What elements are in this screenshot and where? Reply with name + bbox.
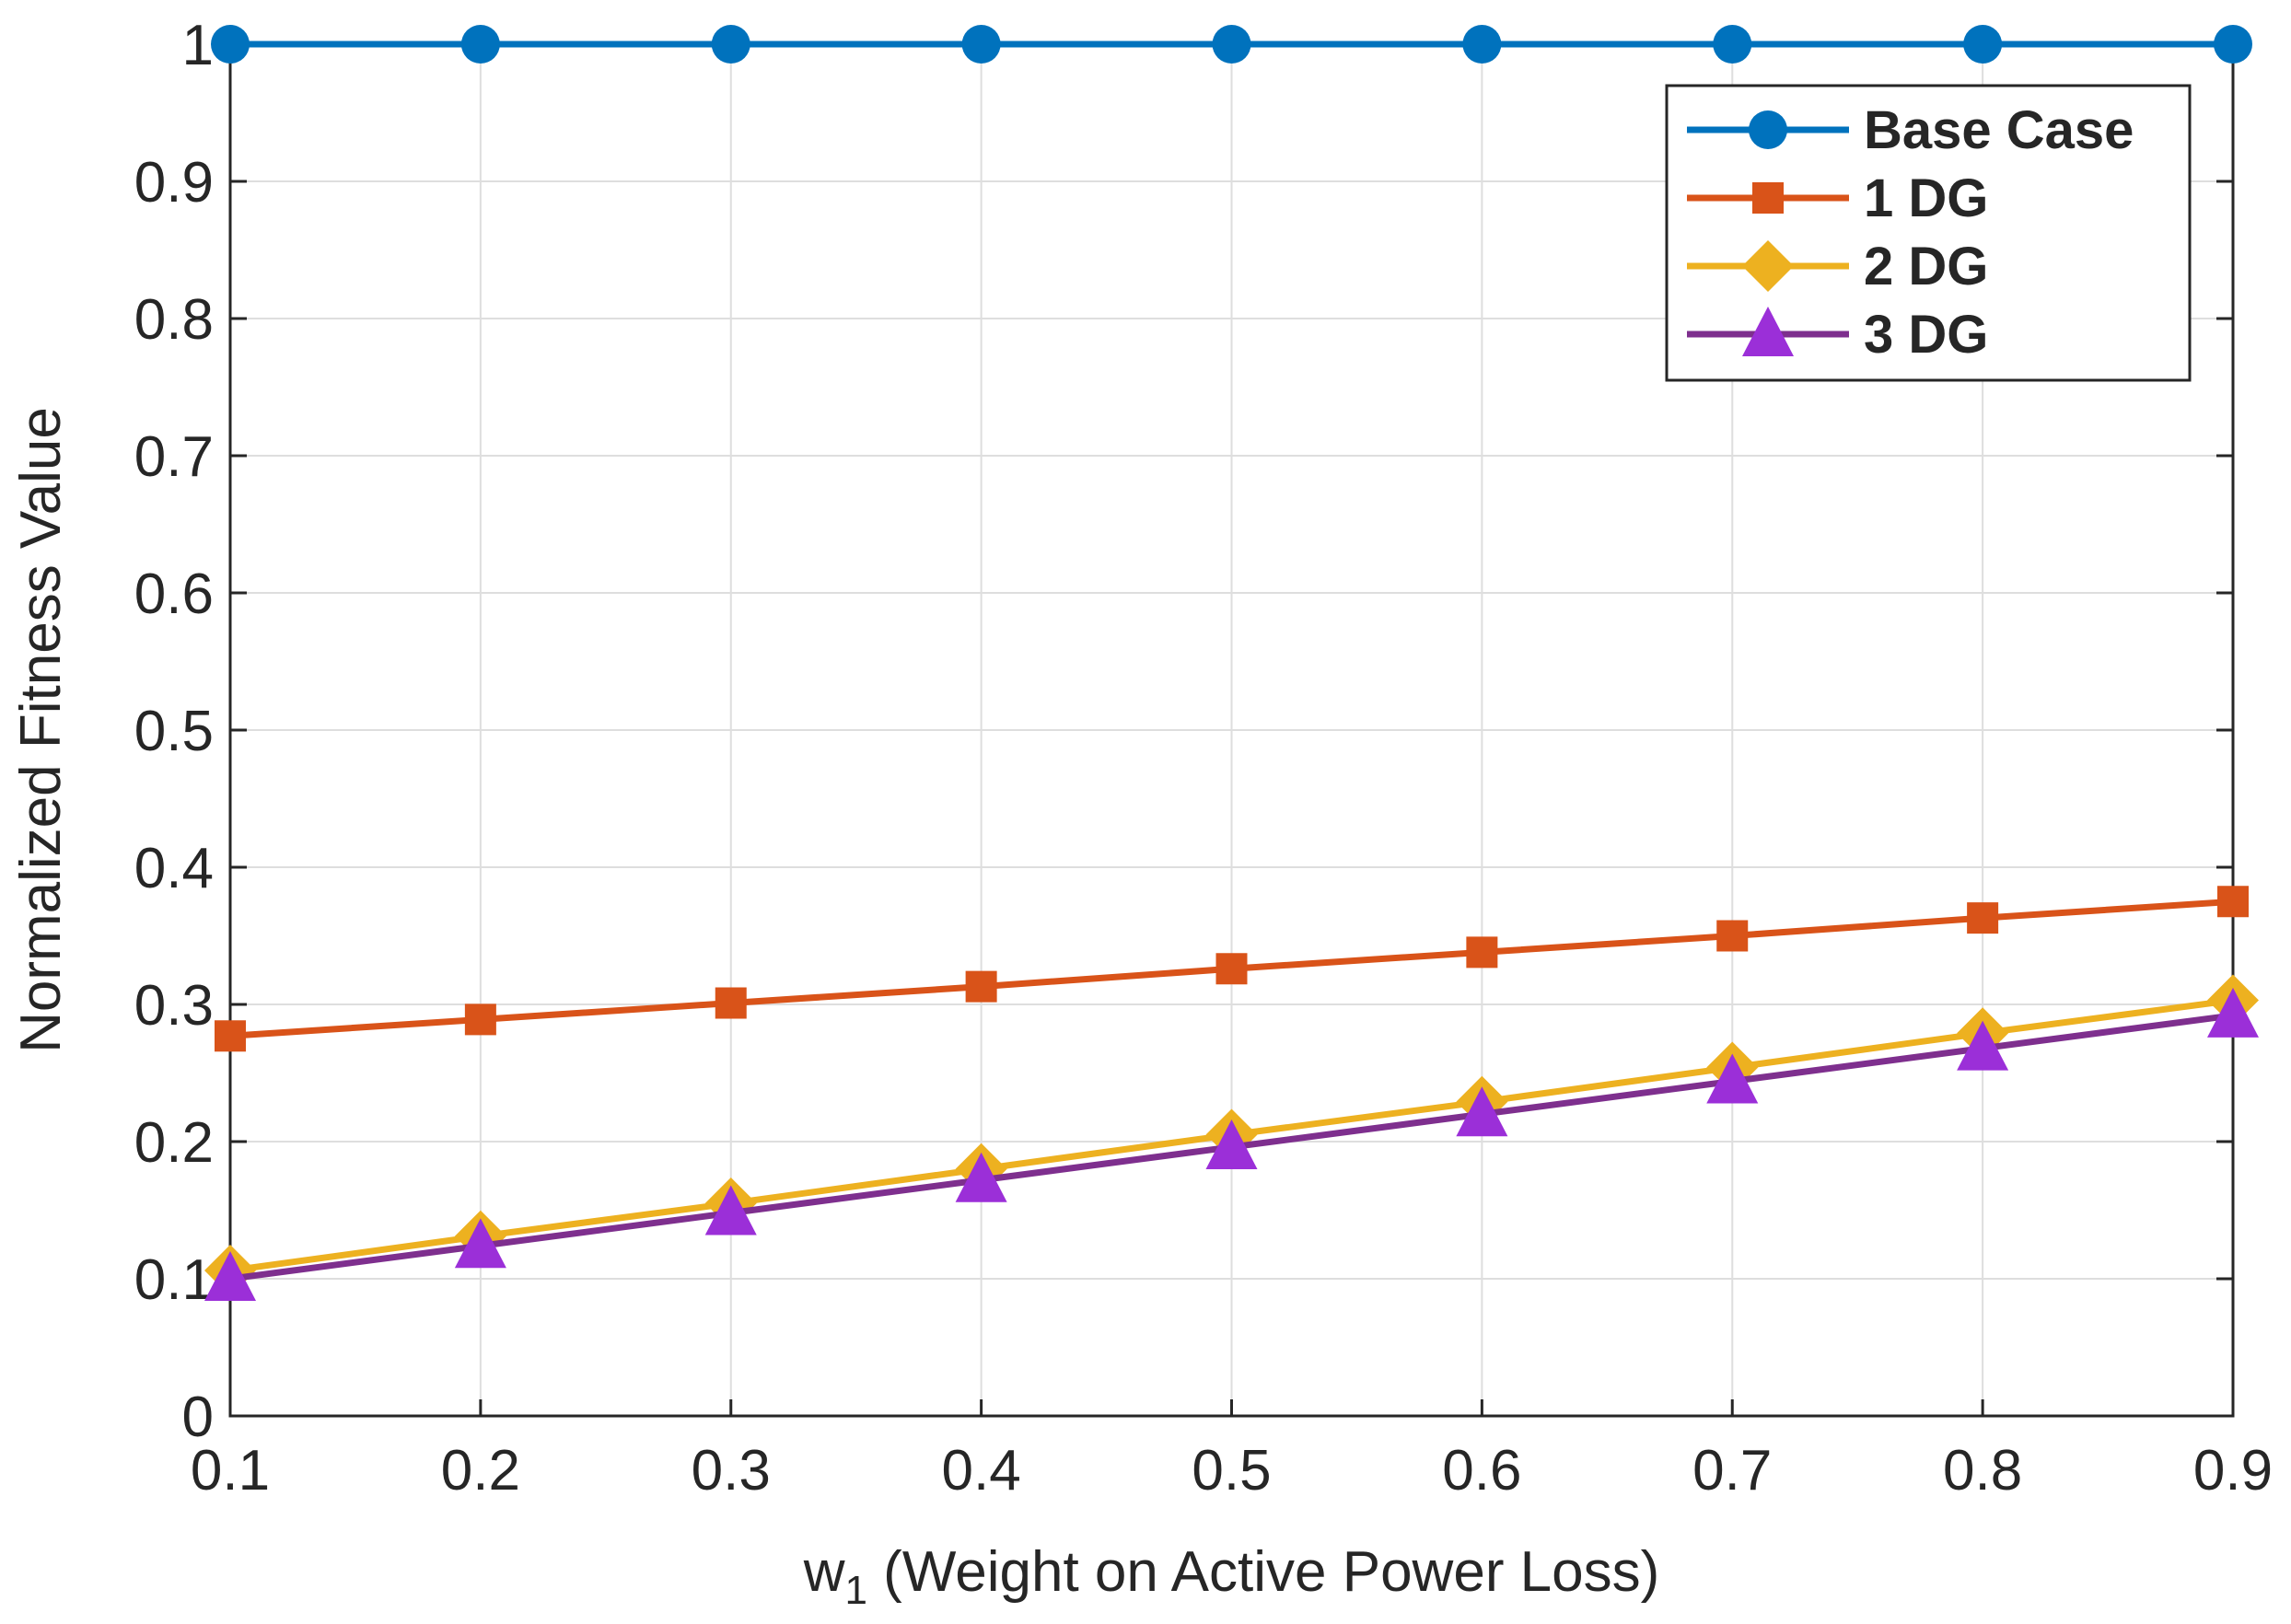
legend-marker	[1742, 240, 1794, 292]
legend-item: Base Case	[1687, 100, 2134, 160]
data-point	[1205, 1119, 1258, 1169]
data-point	[460, 25, 500, 64]
x-tick-label: 0.7	[1692, 1439, 1772, 1502]
y-tick-label: 1	[182, 14, 214, 77]
data-point	[1456, 1086, 1508, 1137]
y-tick-label: 0.5	[134, 700, 214, 763]
y-tick-label: 0.9	[134, 151, 214, 215]
series-3-dg	[204, 987, 2259, 1301]
legend-label: 1 DG	[1864, 168, 1988, 228]
data-point	[1215, 953, 1248, 985]
x-tick-label: 0.2	[441, 1439, 520, 1502]
legend-label: Base Case	[1864, 100, 2134, 160]
data-point	[1212, 25, 1251, 64]
legend-marker	[1742, 307, 1794, 356]
data-point	[711, 25, 750, 64]
series-group	[204, 25, 2259, 1301]
x-tick-label: 0.9	[2193, 1439, 2273, 1502]
x-tick-label: 0.6	[1442, 1439, 1521, 1502]
data-point	[965, 970, 997, 1003]
legend: Base Case 1 DG 2 DG 3 DG	[1665, 84, 2192, 382]
legend-item: 3 DG	[1687, 305, 1988, 365]
legend-label: 2 DG	[1864, 237, 1988, 296]
legend-item: 2 DG	[1687, 237, 1988, 296]
x-tick-label: 0.4	[942, 1439, 1021, 1502]
data-point	[1967, 902, 1999, 934]
data-point	[2214, 25, 2252, 64]
y-axis-label: Normalized Fitness Value	[9, 407, 73, 1053]
x-tick-label: 0.5	[1192, 1439, 1271, 1502]
data-point	[1462, 25, 1502, 64]
legend-marker	[1752, 182, 1784, 214]
data-point	[955, 1152, 1007, 1202]
series-1-dg	[215, 886, 2249, 1052]
data-point	[1706, 1053, 1759, 1104]
data-point	[1957, 1020, 2009, 1071]
x-axis-label: w1 (Weight on Active Power Loss)	[803, 1540, 1660, 1613]
data-point	[715, 987, 747, 1019]
data-point	[1466, 936, 1498, 969]
y-tick-label: 0.6	[134, 563, 214, 626]
data-point	[211, 25, 250, 64]
legend-label: 3 DG	[1864, 305, 1988, 365]
data-point	[204, 1251, 256, 1301]
data-point	[464, 1003, 496, 1036]
data-point	[1716, 920, 1749, 952]
x-tick-label: 0.8	[1943, 1439, 2022, 1502]
data-point	[1713, 25, 1752, 64]
legend-marker	[1749, 110, 1787, 149]
y-tick-label: 0	[182, 1386, 214, 1449]
x-tick-label: 0.3	[692, 1439, 771, 1502]
data-point	[704, 1185, 757, 1235]
axis-ticks: 00.10.20.30.40.50.60.70.80.910.1 0.2 0.3 0.…	[134, 14, 2273, 1502]
y-tick-label: 0.2	[134, 1111, 214, 1175]
data-point	[215, 1020, 246, 1052]
y-tick-label: 0.3	[134, 974, 214, 1038]
y-tick-label: 0.8	[134, 288, 214, 352]
x-tick-label: 0.1	[191, 1439, 270, 1502]
data-point	[2207, 987, 2259, 1038]
y-tick-label: 0.4	[134, 837, 214, 900]
y-tick-label: 0.7	[134, 425, 214, 489]
data-point	[961, 25, 1001, 64]
data-point	[2217, 886, 2249, 918]
y-tick-label: 0.1	[134, 1248, 214, 1312]
series-base-case	[211, 25, 2252, 64]
data-point	[1963, 25, 2003, 64]
data-point	[454, 1218, 506, 1269]
legend-item: 1 DG	[1687, 168, 1988, 228]
